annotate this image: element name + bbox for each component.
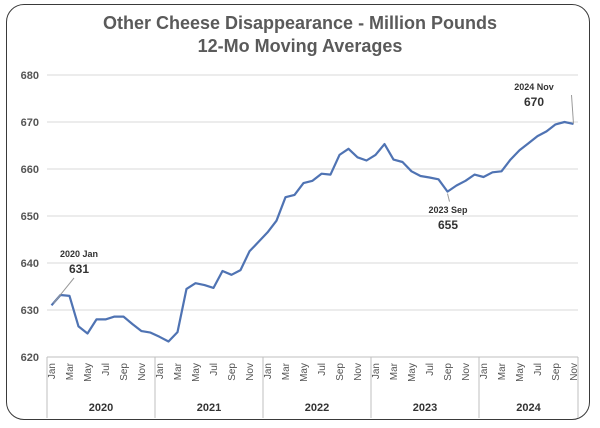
x-tick-label: Jul [317,363,328,376]
y-axis-tick-labels: 620 630 640 650 660 670 680 [21,70,39,364]
chart-frame [6,4,590,420]
x-tick-label: Sep [443,363,454,381]
annotation-date: 2020 Jan [60,249,98,259]
x-tick-label: May [299,363,310,382]
y-tick-label: 660 [21,164,39,176]
y-tick-label: 640 [21,258,39,270]
y-tick-label: 630 [21,305,39,317]
x-tick-label: May [407,363,418,382]
year-label: 2024 [516,402,541,414]
year-label: 2021 [197,402,221,414]
x-axis: Jan Mar May Jul Sep Nov Jan Mar May Jul Sep Nov Jan M… [46,356,580,418]
annotation-date: 2023 Sep [428,205,468,215]
y-tick-label: 620 [21,352,39,364]
x-tick-label: May [515,363,526,382]
x-tick-label: Jul [101,363,112,376]
x-tick-label: Jan [155,363,166,379]
x-tick-label: Jul [209,363,220,376]
chart-subtitle: 12-Mo Moving Averages [197,36,403,56]
annotation-value: 655 [438,218,458,232]
x-tick-label: May [191,363,202,382]
x-tick-label: Mar [173,362,184,380]
y-tick-label: 680 [21,70,39,82]
y-tick-label: 650 [21,211,39,223]
x-tick-label: Jul [425,363,436,376]
x-tick-label: Jan [263,363,274,379]
x-tick-label: Jan [371,363,382,379]
x-tick-label: Sep [335,363,346,381]
annotation-date: 2024 Nov [514,82,554,92]
x-tick-label: Jan [47,363,58,379]
chart-title: Other Cheese Disappearance - Million Pou… [102,13,498,33]
x-tick-label: Sep [551,363,562,381]
x-tick-label: May [83,363,94,382]
x-tick-label: Nov [137,363,148,381]
y-tick-label: 670 [21,117,39,129]
callout-line [53,277,75,304]
x-tick-label: Mar [389,362,400,380]
x-tick-label: Sep [119,363,130,381]
x-tick-label: Mar [281,362,292,380]
year-label: 2022 [305,402,329,414]
x-tick-label: Nov [353,363,364,381]
annotations: 2020 Jan 631 2023 Sep 655 2024 Nov 670 [53,82,574,304]
x-tick-label: Mar [497,362,508,380]
x-tick-label: Nov [461,363,472,381]
annotation-value: 631 [69,262,89,276]
x-tick-label: Nov [245,363,256,381]
gridlines [47,74,578,358]
x-tick-label: Jan [479,363,490,379]
callout-line [447,193,450,202]
year-label: 2023 [413,402,437,414]
year-label: 2020 [89,402,113,414]
x-tick-label: Nov [569,363,580,381]
x-tick-label: Jul [533,363,544,376]
x-tick-label: Mar [65,362,76,380]
series-line [50,120,574,343]
callout-line [571,94,574,124]
annotation-value: 670 [524,95,544,109]
x-tick-label: Sep [227,363,238,381]
